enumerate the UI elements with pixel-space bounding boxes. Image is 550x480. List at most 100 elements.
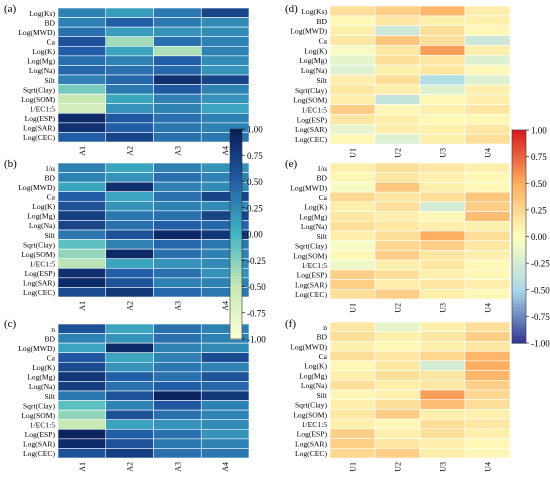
heatmap-cell	[374, 399, 421, 410]
row-label: Log(Na)	[301, 66, 328, 75]
colorbar-segment	[230, 136, 242, 141]
heatmap-cell	[464, 447, 511, 459]
heatmap-cell	[153, 26, 202, 38]
colorbar-segment	[512, 300, 526, 305]
heatmap-cell	[57, 390, 107, 401]
heatmap-cell	[464, 25, 511, 36]
heatmap-cell	[57, 419, 107, 430]
heatmap-cell	[200, 352, 250, 363]
heatmap-cell	[374, 409, 421, 420]
colorbar-segment	[230, 300, 242, 305]
colorbar-segment	[230, 150, 242, 155]
heatmap-cell	[153, 323, 202, 334]
heatmap-cell	[200, 419, 250, 430]
heatmap-cell	[464, 418, 511, 430]
colorbar-segment	[512, 158, 526, 163]
heatmap-cell	[329, 250, 376, 261]
heatmap-cell	[464, 341, 511, 352]
column-label: U4	[484, 303, 493, 313]
colorbar-segment	[230, 157, 242, 162]
heatmap-cell	[57, 381, 107, 392]
heatmap-cell	[57, 36, 107, 47]
heatmap-cell	[200, 361, 250, 373]
heatmap-cell	[419, 182, 466, 193]
heatmap-cell	[105, 84, 154, 95]
column-label: U3	[439, 462, 448, 472]
column-label: U3	[439, 148, 448, 158]
heatmap-cell	[374, 94, 421, 105]
row-label: Log(SOM)	[21, 250, 55, 259]
heatmap-cell	[374, 428, 421, 439]
heatmap-cell	[374, 45, 421, 56]
colorbar-segment	[512, 264, 526, 270]
heatmap-cell	[329, 114, 376, 125]
heatmap-cell	[153, 381, 202, 392]
colorbar-segment	[230, 139, 242, 144]
heatmap-cell	[419, 104, 466, 115]
colorbar-segment	[230, 206, 242, 211]
colorbar-segment	[230, 314, 242, 319]
heatmap-cell	[105, 352, 154, 363]
colorbar-tick-label: -0.50	[531, 285, 550, 295]
colorbar-segment	[230, 146, 242, 151]
heatmap-cell	[464, 269, 511, 280]
row-label: Log(SAR)	[295, 439, 328, 448]
heatmap-cell	[464, 84, 511, 96]
heatmap-cell	[57, 103, 107, 114]
row-label: Log(MWD)	[18, 28, 55, 37]
colorbar-segment	[512, 296, 526, 301]
heatmap-cell	[57, 172, 107, 183]
row-label: Log(CEC)	[295, 135, 328, 144]
heatmap-cell	[374, 341, 421, 352]
heatmap-cell	[153, 191, 202, 202]
colorbar-segment	[512, 328, 526, 333]
heatmap-cell	[153, 438, 202, 449]
heatmap-cell	[374, 279, 421, 290]
row-label: Log(Na)	[29, 221, 56, 230]
heatmap-cell	[464, 230, 511, 242]
heatmap-cell	[153, 65, 202, 76]
heatmap-cell	[374, 250, 421, 261]
heatmap-cell	[57, 352, 107, 363]
row-label: Log(ESP)	[297, 430, 328, 439]
colorbar-segment	[230, 272, 242, 277]
heatmap-cell	[464, 370, 511, 381]
heatmap-cell	[57, 132, 107, 143]
heatmap-cell	[153, 229, 202, 240]
heatmap-cell	[329, 133, 376, 145]
heatmap-cell	[153, 333, 202, 344]
row-label: BD	[44, 18, 55, 27]
heatmap-cell	[464, 54, 511, 66]
heatmap-cell	[419, 191, 466, 203]
heatmap-cell	[419, 84, 466, 96]
colorbar-segment	[230, 164, 242, 169]
heatmap-cell	[329, 240, 376, 251]
panel-label: (e)	[285, 158, 298, 170]
heatmap-cell	[419, 360, 466, 371]
colorbar-segment	[512, 130, 526, 135]
colorbar-segment	[512, 268, 526, 273]
column-label: A3	[173, 462, 182, 472]
row-label: Ca	[47, 38, 56, 47]
colorbar-segment	[230, 262, 242, 267]
heatmap-cell	[105, 381, 154, 392]
colorbar-segment	[512, 176, 526, 181]
heatmap-cell	[57, 65, 107, 76]
heatmap-cell	[105, 191, 154, 202]
heatmap-cell	[153, 287, 202, 298]
heatmap-cell	[105, 267, 154, 279]
colorbar-segment	[230, 230, 242, 235]
colorbar-segment	[230, 132, 242, 137]
heatmap-cell	[57, 400, 107, 411]
heatmap-cell	[464, 35, 511, 46]
row-label: Sqrt(Clay)	[295, 86, 328, 95]
heatmap-cell	[200, 381, 250, 392]
colorbar-segment	[512, 222, 526, 227]
heatmap-cell	[374, 360, 421, 371]
heatmap-cell	[153, 428, 202, 440]
colorbar-tick-label: 0.50	[247, 177, 263, 187]
heatmap-cell	[153, 342, 202, 354]
row-label: Log(Mg)	[27, 57, 55, 66]
heatmap-cell	[329, 5, 376, 17]
heatmap-cell	[153, 448, 202, 459]
